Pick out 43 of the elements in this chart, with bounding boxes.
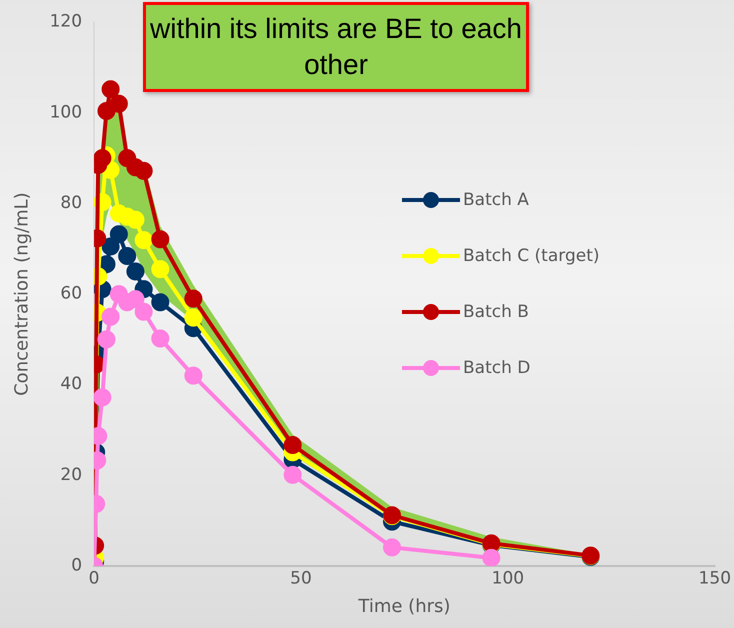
x-axis-title: Time (hrs) (357, 596, 450, 617)
y-tick-label: 40 (60, 374, 82, 394)
point (151, 293, 170, 312)
point (94, 149, 112, 168)
x-tick-label: 100 (492, 568, 524, 589)
point (151, 330, 170, 348)
point (110, 94, 128, 113)
point (284, 436, 302, 454)
y-tick-label: 80 (60, 192, 82, 213)
point (126, 262, 144, 280)
point (97, 102, 116, 120)
point (284, 466, 302, 484)
annotation: within its limits are BE to each other (143, 2, 529, 92)
x-tick-label: 150 (698, 568, 732, 589)
point (110, 225, 128, 244)
x-tick-label: 0 (88, 568, 100, 589)
y-tick-label: 120 (50, 12, 82, 32)
x-tick-label: 50 (290, 568, 312, 589)
point (184, 308, 202, 327)
point (184, 366, 202, 385)
point (482, 548, 500, 566)
legend-label: Batch C (target) (463, 246, 600, 266)
point (134, 162, 153, 180)
point (134, 231, 153, 250)
y-tick-label: 60 (60, 284, 82, 304)
y-tick-label: 100 (50, 102, 82, 122)
y-tick-label: 0 (71, 555, 82, 576)
point (383, 538, 401, 556)
point (134, 302, 153, 321)
y-axis-title: Concentration (ng/mL) (11, 192, 32, 396)
point (94, 388, 112, 406)
y-tick-label: 20 (60, 464, 82, 485)
point (102, 308, 120, 326)
point (118, 247, 136, 266)
point (151, 260, 170, 278)
point (151, 230, 170, 248)
point (97, 330, 116, 348)
legend-label: Batch A (463, 190, 529, 210)
point (102, 238, 120, 256)
legend-label: Batch B (463, 302, 529, 322)
point (184, 290, 202, 308)
point (102, 80, 120, 98)
legend-label: Batch D (463, 358, 530, 378)
